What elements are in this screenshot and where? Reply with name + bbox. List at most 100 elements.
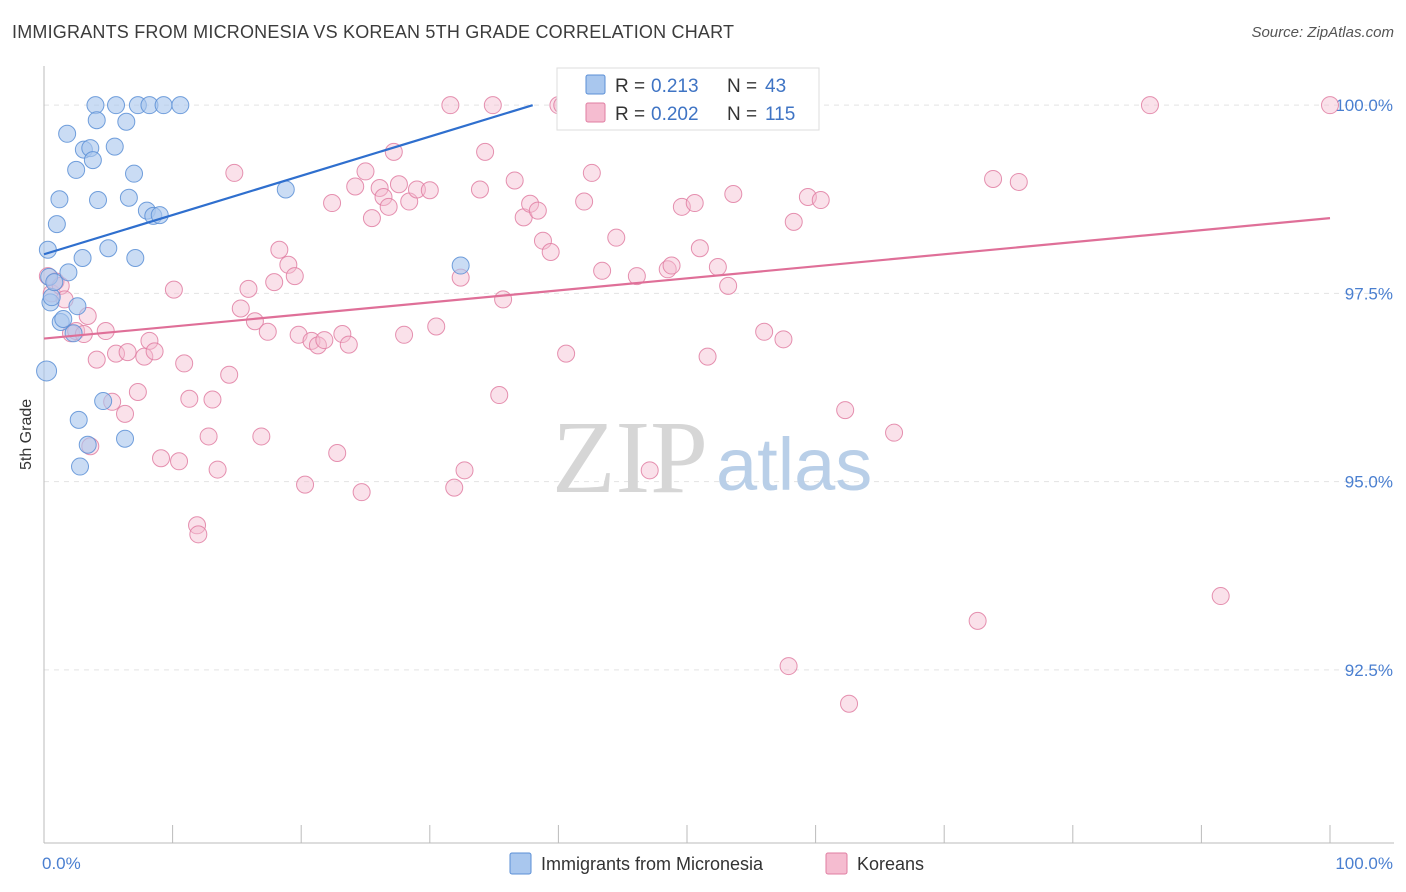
micronesia-point-16 bbox=[71, 457, 90, 476]
stats-legend-n-value-0: 43 bbox=[765, 76, 786, 97]
korean-point-110 bbox=[840, 694, 859, 713]
stats-legend: R = 0.213 N = 43 R = 0.202 N = 115 bbox=[556, 67, 820, 131]
korean-point-62 bbox=[420, 181, 439, 200]
micronesia-point-14 bbox=[68, 297, 87, 316]
micronesia-point-23 bbox=[87, 111, 106, 130]
korean-point-27 bbox=[199, 427, 218, 446]
korean-point-108 bbox=[811, 191, 830, 210]
korean-point-48 bbox=[333, 325, 352, 344]
series-legend-label-0: Immigrants from Micronesia bbox=[541, 854, 764, 874]
korean-point-33 bbox=[239, 279, 258, 298]
korean-point-19 bbox=[145, 342, 164, 361]
korean-point-20 bbox=[152, 449, 171, 468]
micronesia-point-5 bbox=[45, 273, 64, 292]
watermark-atlas: atlas bbox=[716, 423, 872, 506]
korean-point-84 bbox=[582, 163, 601, 182]
korean-point-100 bbox=[708, 258, 727, 277]
x-tick-label-max: 100.0% bbox=[1335, 854, 1393, 873]
korean-point-52 bbox=[356, 162, 375, 181]
korean-point-13 bbox=[107, 344, 126, 363]
korean-point-88 bbox=[607, 228, 626, 247]
korean-point-103 bbox=[755, 322, 774, 341]
micronesia-point-4 bbox=[42, 288, 61, 307]
micronesia-point-32 bbox=[125, 164, 144, 183]
korean-point-104 bbox=[774, 330, 793, 349]
korean-point-70 bbox=[483, 96, 502, 115]
korean-point-32 bbox=[231, 299, 250, 318]
y-tick-label-2: 95.0% bbox=[1345, 473, 1393, 492]
watermark-zip: ZIP bbox=[552, 400, 708, 515]
y-tick-label-3: 92.5% bbox=[1345, 661, 1393, 680]
korean-trend-line bbox=[43, 217, 1331, 340]
korean-point-117 bbox=[1321, 96, 1339, 115]
micronesia-point-7 bbox=[50, 190, 69, 209]
korean-point-23 bbox=[175, 354, 194, 373]
korean-point-101 bbox=[719, 276, 738, 295]
axes bbox=[43, 66, 1394, 844]
korean-point-71 bbox=[490, 386, 509, 405]
korean-point-22 bbox=[170, 452, 189, 471]
x-tick-label-min: 0.0% bbox=[42, 854, 81, 873]
micronesia-trend-line bbox=[43, 104, 534, 256]
korean-point-73 bbox=[505, 171, 524, 190]
korean-point-39 bbox=[279, 255, 298, 274]
series-legend-swatch-0 bbox=[509, 852, 532, 875]
micronesia-point-21 bbox=[83, 151, 102, 170]
korean-point-75 bbox=[521, 194, 540, 213]
micronesia-point-29 bbox=[116, 429, 135, 448]
korean-point-34 bbox=[245, 312, 264, 331]
korean-point-11 bbox=[96, 322, 115, 341]
korean-point-113 bbox=[984, 169, 1003, 188]
stats-legend-r-value-1: 0.202 bbox=[651, 104, 699, 125]
micronesia-point-24 bbox=[89, 191, 108, 210]
micronesia-point-28 bbox=[107, 96, 126, 115]
korean-point-43 bbox=[302, 331, 321, 350]
korean-point-55 bbox=[374, 188, 393, 207]
micronesia-point-11 bbox=[59, 263, 78, 282]
korean-point-57 bbox=[384, 142, 403, 161]
korean-point-56 bbox=[379, 197, 398, 216]
korean-point-28 bbox=[203, 390, 222, 409]
stats-legend-r-label-1: R = bbox=[615, 104, 645, 125]
korean-point-51 bbox=[352, 483, 371, 502]
chart-title: IMMIGRANTS FROM MICRONESIA VS KOREAN 5TH… bbox=[12, 22, 735, 42]
micronesia-point-40 bbox=[171, 96, 190, 115]
micronesia-point-41 bbox=[276, 180, 295, 199]
korean-point-18 bbox=[140, 331, 159, 350]
korean-point-29 bbox=[208, 460, 227, 479]
micronesia-point-42 bbox=[451, 256, 470, 275]
korean-point-68 bbox=[470, 180, 489, 199]
korean-point-21 bbox=[164, 280, 183, 299]
stats-legend-r-label-0: R = bbox=[615, 76, 645, 97]
korean-point-64 bbox=[441, 96, 460, 115]
korean-point-111 bbox=[885, 423, 904, 442]
micronesia-point-30 bbox=[117, 112, 136, 131]
micronesia-point-25 bbox=[94, 392, 113, 411]
series-legend-label-1: Koreans bbox=[857, 854, 924, 874]
watermark: ZIP atlas bbox=[552, 400, 872, 515]
micronesia-point-17 bbox=[73, 249, 92, 268]
korean-point-102 bbox=[724, 185, 743, 204]
korean-point-106 bbox=[784, 212, 803, 231]
micronesia-point-10 bbox=[58, 124, 77, 143]
korean-point-112 bbox=[968, 611, 987, 630]
korean-point-36 bbox=[258, 322, 277, 341]
micronesia-point-26 bbox=[99, 239, 118, 258]
korean-point-16 bbox=[128, 383, 147, 402]
korean-point-54 bbox=[370, 178, 389, 197]
korean-point-30 bbox=[220, 365, 239, 384]
korean-point-109 bbox=[836, 401, 855, 420]
korean-point-45 bbox=[315, 331, 334, 350]
korean-point-40 bbox=[285, 267, 304, 286]
korean-point-99 bbox=[698, 347, 717, 366]
korean-point-95 bbox=[662, 256, 681, 275]
korean-point-38 bbox=[270, 240, 289, 259]
korean-point-50 bbox=[346, 177, 365, 196]
micronesia-point-19 bbox=[78, 435, 97, 454]
micronesia-point-33 bbox=[126, 249, 145, 268]
stats-legend-n-label-1: N = bbox=[727, 104, 757, 125]
micronesia-point-31 bbox=[119, 188, 138, 207]
series-legend-swatch-1 bbox=[825, 852, 848, 875]
micronesia-point-27 bbox=[105, 137, 124, 156]
